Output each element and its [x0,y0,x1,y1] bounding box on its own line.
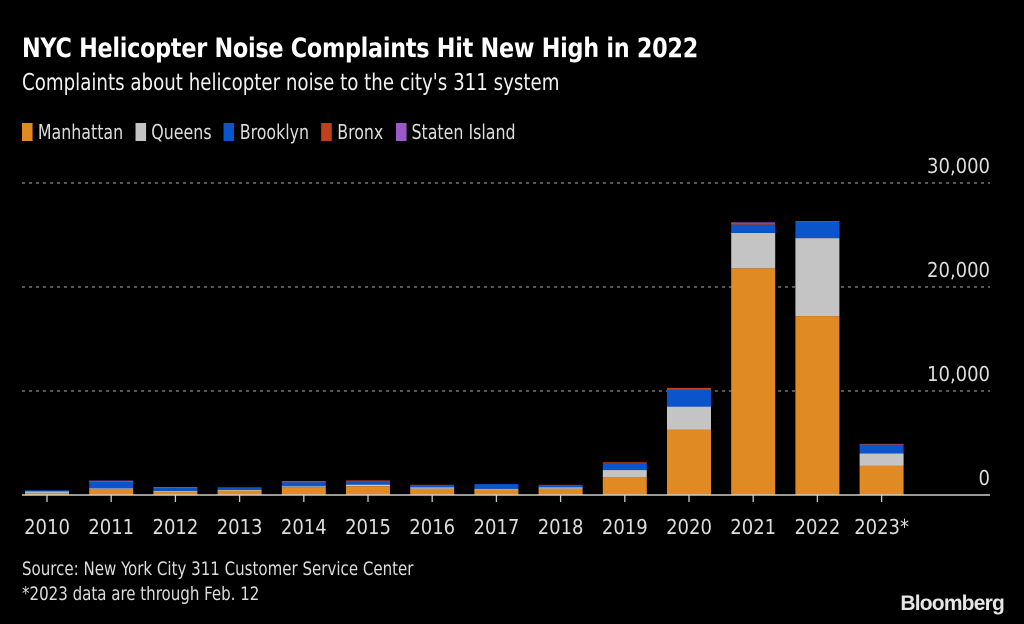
x-tick-label: 2010 [24,515,70,539]
bar-segment-manhattan [217,490,262,495]
source-note: Source: New York City 311 Customer Servi… [22,558,414,580]
bar-segment-queens [667,406,711,430]
x-tick-label: 2014 [281,515,327,539]
y-tick-label: 10,000 [927,362,990,386]
bar-segment-queens [281,486,326,488]
bar-segment-bronx [538,484,583,486]
legend-label: Manhattan [37,120,124,144]
bar-segment-brooklyn [89,481,134,489]
bar-segment-brooklyn [217,487,262,490]
bar-segment-manhattan [731,268,776,495]
legend-item-queens: Queens [135,120,212,144]
legend-item-staten-island: Staten Island [395,120,516,144]
bar-segment-queens [346,484,390,487]
footnote: *2023 data are through Feb. 12 [22,583,260,605]
bar-segment-brooklyn [410,485,455,488]
x-tick-label: 2018 [538,515,584,539]
bar-segment-manhattan [346,486,390,495]
x-tick-label: 2022 [795,515,841,539]
x-tick-label: 2021 [730,515,776,539]
legend: Manhattan Queens Brooklyn Bronx Staten I… [22,120,528,144]
bar-segment-brooklyn [667,389,711,407]
bar-segment-brooklyn [602,462,647,471]
legend-swatch [223,123,235,141]
x-tick-label: 2023* [854,515,909,539]
legend-item-bronx: Bronx [321,120,383,144]
bar-segment-manhattan [25,492,69,495]
legend-label: Brooklyn [239,120,310,144]
bar-segment-manhattan [795,316,840,495]
bar-segment-brooklyn [281,482,326,487]
bar-segment-manhattan [602,477,647,495]
bar-segment-manhattan [474,489,519,495]
x-tick-label: 2012 [153,515,199,539]
bar-segment-queens [153,490,198,492]
bar-segment-bronx [667,387,711,390]
bar-segment-bronx [795,220,840,222]
bar-segment-brooklyn [474,484,519,489]
bar-segment-bronx [602,462,647,464]
bar-segment-queens [795,238,840,317]
bar-segment-manhattan [410,488,455,495]
bar-segment-staten-island [281,481,326,482]
bar-segment-brooklyn [731,224,776,233]
bar-segment-manhattan [281,487,326,495]
legend-swatch [321,123,332,141]
x-tick-label: 2017 [474,515,520,539]
bar-segment-bronx [410,484,455,486]
x-tick-label: 2020 [666,515,712,539]
x-tick-label: 2013 [217,515,263,539]
chart-title: NYC Helicopter Noise Complaints Hit New … [22,33,698,64]
bar-segment-brooklyn [795,221,840,239]
bar-segment-queens [602,470,647,478]
y-tick-label: 0 [979,466,990,490]
bar-segment-bronx [859,443,904,445]
bar-segment-manhattan [667,429,711,495]
bar-segment-manhattan [89,489,134,495]
legend-label: Bronx [337,120,384,144]
bar-segment-queens [538,487,583,489]
bar-segment-bronx [731,223,776,225]
y-tick-label: 20,000 [927,258,990,282]
legend-swatch [135,123,147,141]
bar-segment-brooklyn [25,490,69,492]
x-tick-label: 2016 [409,515,455,539]
x-tick-label: 2015 [345,515,391,539]
bar-segment-brooklyn [153,487,198,491]
legend-label: Staten Island [411,120,516,144]
bar-segment-queens [217,489,262,491]
bar-segment-brooklyn [346,481,390,485]
legend-item-brooklyn: Brooklyn [223,120,310,144]
bar-segment-queens [410,487,455,489]
legend-item-manhattan: Manhattan [22,120,123,144]
bar-segment-queens [859,453,904,466]
bar-segment-staten-island [153,487,198,488]
bar-segment-queens [25,491,69,493]
bar-segment-queens [731,232,776,269]
chart-subtitle: Complaints about helicopter noise to the… [22,70,560,96]
bar-segment-manhattan [153,491,198,495]
bloomberg-logo: Bloomberg [900,592,1004,615]
bar-segment-manhattan [859,465,904,495]
bar-segment-queens [89,488,134,490]
bar-segment-manhattan [538,488,583,495]
legend-swatch [395,123,407,141]
y-tick-label: 30,000 [927,154,990,178]
legend-label: Queens [151,120,212,144]
bar-segment-queens [474,488,519,490]
bar-segment-bronx [346,480,390,482]
bar-segment-staten-island [731,222,776,224]
x-tick-label: 2011 [88,515,134,539]
bar-segment-staten-island [89,480,134,482]
bar-segment-brooklyn [538,485,583,488]
legend-swatch [22,123,33,141]
bar-segment-brooklyn [859,444,904,454]
x-tick-label: 2019 [602,515,648,539]
